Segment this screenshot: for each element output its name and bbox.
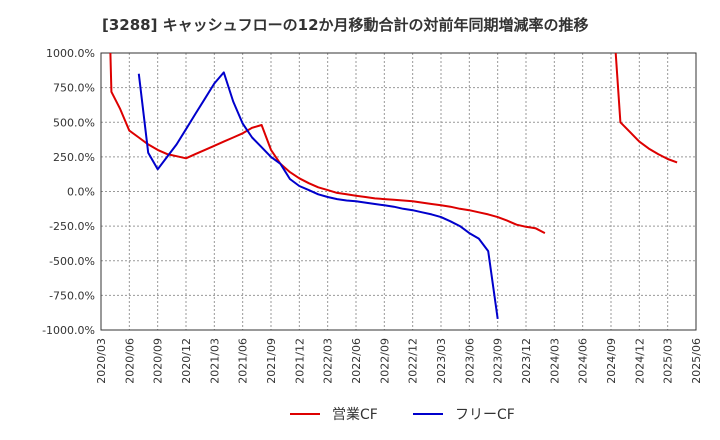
x-tick-label: 2020/03 [95,338,108,384]
y-tick-label: 750.0% [53,82,95,95]
y-tick-label: -1000.0% [42,324,95,337]
y-tick-label: 0.0% [67,186,95,199]
y-tick-label: -500.0% [49,255,95,268]
legend-item: 営業CF [290,407,378,423]
y-tick-label: -750.0% [49,289,95,302]
x-tick-label: 2025/06 [690,338,703,384]
series-line [614,53,678,164]
series-フリーCF [137,71,499,320]
x-tick-label: 2021/03 [208,338,221,384]
chart-title: [3288] キャッシュフローの12か月移動合計の対前年同期増減率の推移 [102,16,589,34]
legend-item: フリーCF [413,407,515,423]
y-axis-ticks: 1000.0% 750.0% 500.0% 250.0% 0.0% -250.0% -500… [42,47,95,337]
x-tick-label: 2020/09 [152,338,165,384]
series-営業CF [109,53,678,234]
x-tick-label: 2024/06 [577,338,590,384]
x-tick-label: 2024/03 [548,338,561,384]
x-tick-label: 2023/03 [435,338,448,384]
x-tick-label: 2022/06 [350,338,363,384]
legend-label: 営業CF [332,407,378,423]
x-tick-label: 2023/12 [520,338,533,384]
x-tick-label: 2021/12 [293,338,306,384]
x-tick-label: 2022/03 [322,338,335,384]
x-tick-label: 2021/09 [265,338,278,384]
x-tick-label: 2020/12 [180,338,193,384]
y-tick-label: 500.0% [53,116,95,129]
legend-label: フリーCF [455,407,515,423]
series-line [109,53,546,234]
plot-area-frame [100,52,697,331]
series-line [137,71,499,320]
x-tick-label: 2024/12 [633,338,646,384]
y-tick-label: -250.0% [49,220,95,233]
legend: 営業CF フリーCF [290,407,515,423]
x-tick-label: 2022/09 [378,338,391,384]
x-tick-label: 2024/09 [605,338,618,384]
x-tick-label: 2023/09 [492,338,505,384]
x-tick-label: 2023/06 [463,338,476,384]
x-tick-label: 2022/12 [407,338,420,384]
y-tick-label: 250.0% [53,151,95,164]
x-tick-label: 2021/06 [237,338,250,384]
series [109,53,678,320]
x-tick-label: 2025/03 [662,338,675,384]
y-tick-label: 1000.0% [46,47,95,60]
x-axis-ticks: 2020/03 2020/06 2020/09 2020/12 2021/03 2021/… [95,338,703,384]
x-tick-label: 2020/06 [123,338,136,384]
grid [101,52,696,331]
